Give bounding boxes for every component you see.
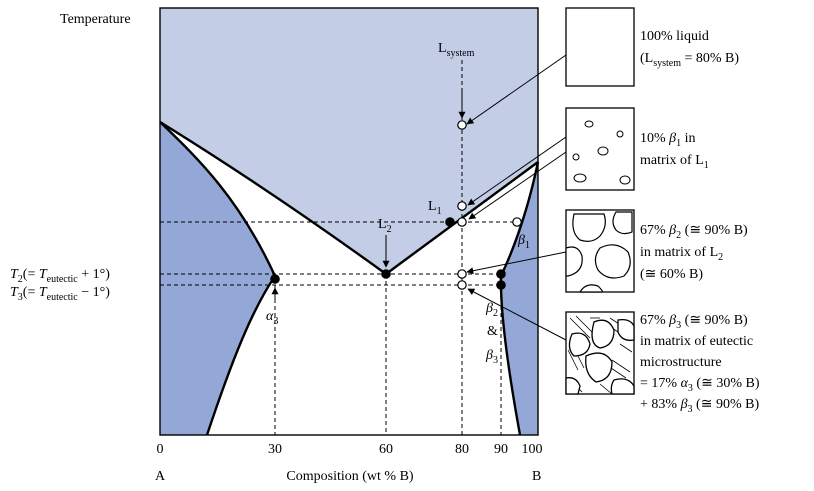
point-l1-open xyxy=(457,201,467,211)
alpha3-label: α3 xyxy=(266,309,278,327)
x-tick-90: 90 xyxy=(494,442,508,457)
pointer-beta1-b xyxy=(468,151,567,220)
liquidus-right xyxy=(385,161,539,275)
svg-text:in matrix of eutectic: in matrix of eutectic xyxy=(640,334,753,349)
point-t3 xyxy=(457,280,467,290)
component-a-label: A xyxy=(155,469,166,484)
description-liquid: 100% liquid (Lsystem = 80% B) xyxy=(640,29,739,69)
pointer-beta2 xyxy=(466,251,567,275)
liquidus-left xyxy=(159,120,387,275)
pointer-liquid xyxy=(466,54,567,125)
point-t2 xyxy=(457,269,467,279)
svg-text:microstructure: microstructure xyxy=(640,355,722,370)
svg-text:= 17% α3 (≅ 30% B): = 17% α3 (≅ 30% B) xyxy=(640,376,760,394)
point-alpha3 xyxy=(270,274,280,284)
svg-text:matrix of L1: matrix of L1 xyxy=(640,153,709,171)
description-beta3: 67% β3 (≅ 90% B) in matrix of eutectic m… xyxy=(640,313,760,415)
svg-text:100% liquid: 100% liquid xyxy=(640,29,709,44)
beta3-label: β3 xyxy=(485,348,498,366)
point-l-system xyxy=(457,120,467,130)
l-system-label: Lsystem xyxy=(438,41,475,59)
l2-label: L2 xyxy=(378,217,392,235)
pointer-beta3 xyxy=(467,288,567,341)
description-beta2: 67% β2 (≅ 90% B) in matrix of L2 (≅ 60% … xyxy=(640,223,748,282)
microstructure-beta3 xyxy=(565,311,635,395)
x-tick-60: 60 xyxy=(379,442,393,457)
description-beta1: 10% β1 in matrix of L1 xyxy=(640,131,709,171)
y-axis-label: Temperature xyxy=(60,12,131,27)
x-tick-80: 80 xyxy=(455,442,469,457)
point-beta3 xyxy=(496,280,506,290)
ampersand-label: & xyxy=(487,324,498,339)
x-tick-labels: 0 30 60 80 90 100 xyxy=(157,442,543,457)
microstructure-beta1 xyxy=(565,107,635,191)
l1-label: L1 xyxy=(428,199,442,217)
svg-text:67% β3 (≅ 90% B): 67% β3 (≅ 90% B) xyxy=(640,313,748,331)
svg-text:(Lsystem = 80% B): (Lsystem = 80% B) xyxy=(640,51,739,69)
x-tick-30: 30 xyxy=(268,442,282,457)
two-phase-region xyxy=(160,122,538,435)
x-axis-label: Composition (wt % B) xyxy=(286,469,414,484)
point-beta1 xyxy=(512,217,522,227)
microstructure-liquid xyxy=(565,7,635,87)
svg-text:+ 83% β3 (≅ 90% B): + 83% β3 (≅ 90% B) xyxy=(640,397,759,415)
pointer-beta1 xyxy=(467,136,567,206)
point-beta2 xyxy=(496,269,506,279)
point-l1 xyxy=(445,217,455,227)
svg-text:10% β1 in: 10% β1 in xyxy=(640,131,696,149)
x-tick-0: 0 xyxy=(157,442,164,457)
microstructure-beta2 xyxy=(565,209,635,293)
beta-region xyxy=(500,162,538,435)
point-b1-open xyxy=(457,217,467,227)
t2-label: T2(= Teutectic + 1°) xyxy=(10,267,110,285)
x-tick-100: 100 xyxy=(522,442,543,457)
beta2-label: β2 xyxy=(485,301,498,319)
point-l2 xyxy=(381,269,391,279)
svg-text:(≅ 60% B): (≅ 60% B) xyxy=(640,267,703,282)
component-b-label: B xyxy=(532,469,541,484)
beta1-label: β1 xyxy=(517,233,530,251)
alpha-region xyxy=(160,122,275,435)
svg-text:in matrix of L2: in matrix of L2 xyxy=(640,245,723,263)
t3-label: T3(= Teutectic − 1°) xyxy=(10,285,110,303)
svg-text:67% β2 (≅ 90% B): 67% β2 (≅ 90% B) xyxy=(640,223,748,241)
